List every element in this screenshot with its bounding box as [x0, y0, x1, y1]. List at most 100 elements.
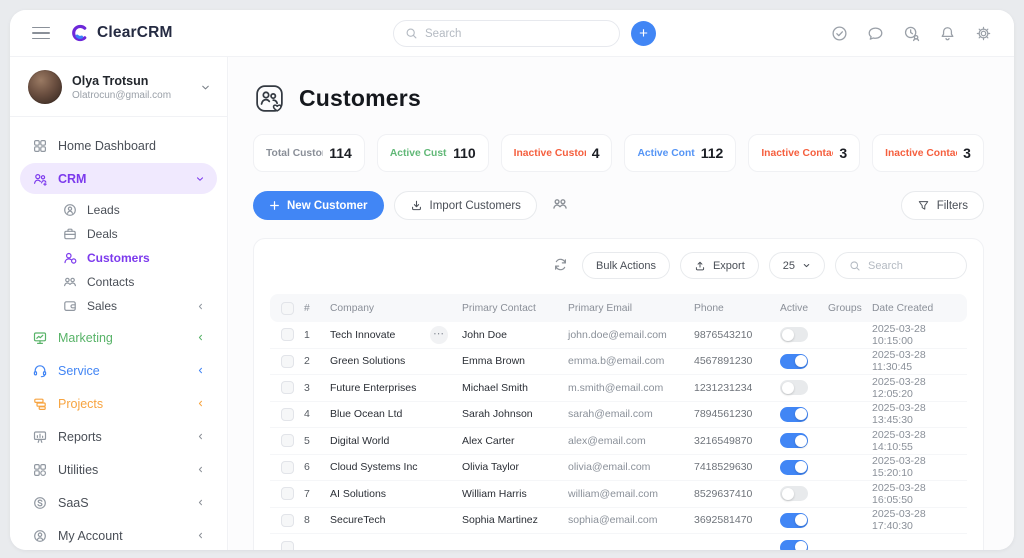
active-toggle[interactable] — [780, 539, 808, 550]
messages-icon[interactable] — [867, 25, 884, 42]
customers-icon — [62, 250, 78, 266]
table-header-row: # Company Primary Contact Primary Email … — [270, 294, 967, 322]
stat-card-inactive-customers: Inactive Customers 4 — [500, 134, 613, 172]
settings-icon[interactable] — [975, 25, 992, 42]
hamburger-menu-icon[interactable] — [32, 26, 50, 40]
sidebar-item-contacts[interactable]: Contacts — [20, 270, 217, 294]
user-email: Olatrocun@gmail.com — [72, 89, 172, 101]
primary-contact-cell: William Harris — [462, 487, 527, 500]
row-number: 3 — [304, 381, 310, 394]
sidebar-item-service[interactable]: Service — [20, 355, 217, 386]
time-tracking-icon[interactable] — [903, 25, 920, 42]
row-checkbox[interactable] — [280, 328, 294, 342]
sidebar-item-sales[interactable]: Sales — [20, 294, 217, 318]
sidebar-item-leads[interactable]: Leads — [20, 198, 217, 222]
sidebar-item-deals[interactable]: Deals — [20, 222, 217, 246]
active-toggle[interactable] — [780, 433, 808, 449]
active-toggle[interactable] — [780, 353, 808, 369]
active-toggle[interactable] — [780, 380, 808, 396]
logo[interactable]: ClearCRM — [70, 23, 173, 43]
sidebar-item-reports[interactable]: Reports — [20, 421, 217, 452]
sidebar-item-label: SaaS — [58, 495, 89, 510]
table-row: 2 Green Solutions Emma Brown emma.b@emai… — [270, 349, 967, 375]
row-checkbox[interactable] — [280, 407, 294, 421]
crm-submenu: Leads Deals Customers Contacts Sales — [20, 196, 217, 322]
import-customers-button[interactable]: Import Customers — [393, 191, 537, 220]
stat-value: 3 — [963, 145, 971, 161]
stat-value: 3 — [839, 145, 848, 161]
phone-cell: 7894561230 — [694, 408, 753, 421]
active-toggle[interactable] — [780, 406, 808, 422]
projects-icon — [32, 396, 48, 412]
sidebar-item-label: Customers — [87, 251, 150, 265]
stat-label: Total Customers — [266, 147, 323, 159]
active-toggle[interactable] — [780, 486, 808, 502]
plus-icon — [269, 200, 280, 211]
row-checkbox[interactable] — [280, 381, 294, 395]
avatar — [28, 70, 62, 104]
column-header: Phone — [694, 302, 724, 314]
sidebar-item-my-account[interactable]: My Account — [20, 520, 217, 550]
sidebar-item-label: Utilities — [58, 462, 99, 477]
user-name: Olya Trotsun — [72, 73, 149, 88]
row-checkbox[interactable] — [280, 460, 294, 474]
company-cell: Blue Ocean Ltd — [330, 408, 403, 421]
stat-label: Inactive Customers — [513, 147, 586, 159]
stat-card-total-customers: Total Customers 114 — [253, 134, 365, 172]
sidebar-item-marketing[interactable]: Marketing — [20, 322, 217, 353]
global-search[interactable] — [393, 20, 620, 47]
active-toggle[interactable] — [780, 512, 808, 528]
row-number: 4 — [304, 408, 310, 421]
user-profile[interactable]: Olya Trotsun Olatrocun@gmail.com — [10, 57, 227, 117]
column-header: Primary Contact — [462, 302, 536, 314]
primary-contact-cell: John Doe — [462, 328, 507, 341]
quick-add-button[interactable]: + — [631, 21, 656, 46]
phone-cell: 7418529630 — [694, 461, 753, 474]
column-header: Active — [780, 302, 809, 314]
table-toolbar: Bulk Actions Export 25 — [270, 252, 967, 279]
row-checkbox[interactable] — [280, 513, 294, 527]
row-checkbox[interactable] — [280, 487, 294, 501]
row-checkbox[interactable] — [280, 540, 294, 550]
row-menu-button[interactable]: ⋯ — [430, 325, 448, 344]
row-checkbox[interactable] — [280, 434, 294, 448]
notifications-icon[interactable] — [939, 25, 956, 42]
export-button[interactable]: Export — [679, 252, 759, 279]
refresh-icon[interactable] — [549, 253, 572, 279]
sidebar-item-projects[interactable]: Projects — [20, 388, 217, 419]
stat-label: Active Customers — [389, 147, 447, 159]
sidebar-item-saas[interactable]: SaaS — [20, 487, 217, 518]
sidebar-item-utilities[interactable]: Utilities — [20, 454, 217, 485]
sidebar-item-label: Projects — [58, 396, 104, 411]
stat-cards: Total Customers 114 Active Customers 110 Ina… — [253, 134, 984, 172]
active-toggle[interactable] — [780, 459, 808, 475]
chevron-left-icon — [196, 432, 205, 441]
sidebar-item-home-dashboard[interactable]: Home Dashboard — [20, 130, 217, 161]
phone-cell: 1231231234 — [694, 381, 753, 394]
table-search[interactable] — [835, 252, 967, 279]
tasks-done-icon[interactable] — [831, 25, 848, 42]
company-cell: Digital World — [330, 434, 390, 447]
sidebar-item-customers[interactable]: Customers — [20, 246, 217, 270]
select-all-checkbox[interactable] — [280, 301, 294, 315]
primary-contact-cell: Sarah Johnson — [462, 408, 533, 421]
phone-cell: 3216549870 — [694, 434, 753, 447]
date-created-cell: 2025-03-28 12:05:20 — [872, 375, 926, 400]
column-header: Primary Email — [568, 302, 633, 314]
filters-button[interactable]: Filters — [900, 191, 984, 220]
date-created-cell: 2025-03-28 13:45:30 — [872, 402, 926, 427]
sidebar-item-crm[interactable]: CRM — [20, 163, 217, 194]
date-created-cell: 2025-03-28 17:40:30 — [872, 508, 926, 533]
primary-email-cell: sarah@email.com — [568, 408, 653, 421]
bulk-actions-button[interactable]: Bulk Actions — [582, 252, 670, 279]
table-search-input[interactable] — [868, 259, 953, 272]
row-checkbox[interactable] — [280, 354, 294, 368]
active-toggle[interactable] — [780, 327, 808, 343]
stat-value: 112 — [700, 145, 724, 161]
row-number: 2 — [304, 355, 310, 368]
customer-groups-button[interactable] — [547, 191, 573, 220]
new-customer-button[interactable]: New Customer — [253, 191, 384, 220]
page-size-select[interactable]: 25 — [768, 252, 825, 279]
export-icon — [694, 260, 706, 272]
search-input[interactable] — [425, 27, 608, 40]
